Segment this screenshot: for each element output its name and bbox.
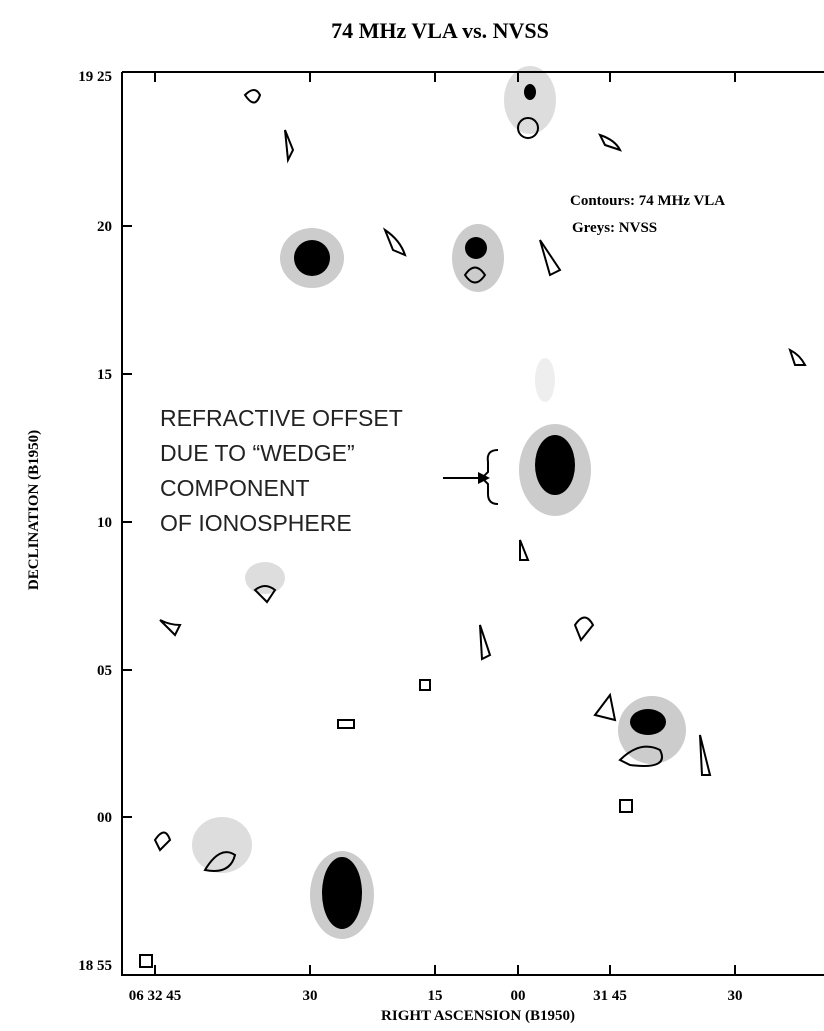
- x-tick-label: 15: [428, 988, 443, 1004]
- x-tick-label: 00: [511, 988, 526, 1004]
- y-tick-label: 18 55: [78, 958, 112, 974]
- x-tick-label: 31 45: [593, 988, 627, 1004]
- title: 74 MHz VLA vs. NVSS: [331, 18, 549, 43]
- x-tick-label: 06 32 45: [129, 988, 182, 1004]
- y-tick-label: 00: [97, 810, 112, 826]
- annotation-line: OF IONOSPHERE: [160, 510, 352, 536]
- image-field: [139, 66, 807, 968]
- x-tick-label: 30: [303, 988, 318, 1004]
- y-tick-label: 15: [97, 367, 112, 383]
- legend-greys: Greys: NVSS: [572, 220, 657, 236]
- annotation-line: COMPONENT: [160, 475, 310, 501]
- y-tick-label: 19 25: [78, 69, 112, 85]
- annotation-line: DUE TO “WEDGE”: [160, 440, 355, 466]
- y-tick-label: 20: [97, 219, 112, 235]
- x-tick-label: 30: [728, 988, 743, 1004]
- legend-contours: Contours: 74 MHz VLA: [570, 193, 725, 209]
- y-tick-label: 05: [97, 663, 112, 679]
- annotation-line: REFRACTIVE OFFSET: [160, 405, 403, 431]
- y-axis-label: DECLINATION (B1950): [26, 430, 42, 590]
- y-tick-label: 10: [97, 515, 112, 531]
- plot-frame: [121, 71, 824, 976]
- x-axis-label: RIGHT ASCENSION (B1950): [381, 1008, 575, 1024]
